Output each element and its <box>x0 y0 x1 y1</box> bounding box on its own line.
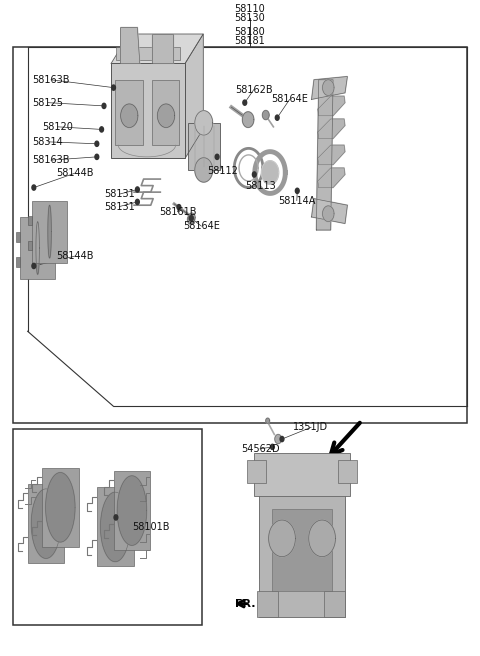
Polygon shape <box>318 145 345 165</box>
Polygon shape <box>263 110 269 119</box>
Text: 58131: 58131 <box>104 189 135 199</box>
Text: 58120: 58120 <box>42 122 73 132</box>
Bar <box>97 487 133 566</box>
Polygon shape <box>309 520 336 557</box>
Text: 58112: 58112 <box>207 166 239 176</box>
Polygon shape <box>316 80 333 230</box>
Bar <box>114 471 150 550</box>
Bar <box>33 201 67 262</box>
Polygon shape <box>266 418 270 423</box>
Polygon shape <box>243 100 247 105</box>
Polygon shape <box>275 434 281 443</box>
Text: 58113: 58113 <box>245 180 276 191</box>
Bar <box>16 257 21 266</box>
Polygon shape <box>185 34 203 158</box>
Bar <box>338 460 357 483</box>
Polygon shape <box>112 85 116 91</box>
Text: 58114A: 58114A <box>278 195 315 205</box>
Bar <box>115 80 143 145</box>
Polygon shape <box>188 215 194 224</box>
Polygon shape <box>31 489 60 558</box>
Polygon shape <box>100 127 104 132</box>
Bar <box>28 484 64 563</box>
Text: 58163B: 58163B <box>33 155 70 165</box>
Text: 58163B: 58163B <box>33 75 70 85</box>
Polygon shape <box>195 111 213 135</box>
Bar <box>273 509 332 590</box>
Text: 58110: 58110 <box>234 4 265 14</box>
Polygon shape <box>157 104 175 127</box>
Polygon shape <box>242 112 254 127</box>
Polygon shape <box>262 161 279 184</box>
Polygon shape <box>102 103 106 108</box>
Polygon shape <box>318 168 345 188</box>
Text: 58144B: 58144B <box>56 168 94 178</box>
Text: 58314: 58314 <box>33 137 63 147</box>
Polygon shape <box>252 172 256 177</box>
Polygon shape <box>95 154 99 159</box>
Bar <box>116 47 180 60</box>
Bar <box>259 457 345 617</box>
Bar <box>13 47 467 422</box>
Bar <box>188 123 220 170</box>
Polygon shape <box>32 185 36 190</box>
Text: 58131: 58131 <box>104 201 135 211</box>
Polygon shape <box>46 472 75 542</box>
Text: 1351JD: 1351JD <box>292 422 328 432</box>
Polygon shape <box>295 188 299 194</box>
Text: 58162B: 58162B <box>235 85 273 94</box>
Polygon shape <box>323 206 334 222</box>
Polygon shape <box>152 34 173 64</box>
Polygon shape <box>280 436 284 441</box>
Polygon shape <box>318 96 345 115</box>
Polygon shape <box>114 515 118 520</box>
Text: 58164E: 58164E <box>271 94 308 104</box>
Polygon shape <box>120 28 140 64</box>
Polygon shape <box>195 157 213 182</box>
Bar <box>42 468 79 547</box>
Polygon shape <box>95 141 99 146</box>
Polygon shape <box>177 205 181 210</box>
Polygon shape <box>312 199 348 224</box>
Polygon shape <box>215 154 219 159</box>
Polygon shape <box>269 520 295 557</box>
Bar <box>28 216 33 226</box>
Text: 58180: 58180 <box>234 27 265 37</box>
Text: 54562D: 54562D <box>241 444 280 454</box>
Polygon shape <box>100 492 130 562</box>
Text: 58130: 58130 <box>234 13 265 24</box>
Text: 58144B: 58144B <box>56 251 94 261</box>
Polygon shape <box>190 216 193 221</box>
Text: 58125: 58125 <box>33 98 63 108</box>
Bar <box>28 241 33 251</box>
Polygon shape <box>135 187 139 192</box>
Polygon shape <box>36 222 39 274</box>
Bar <box>13 429 202 625</box>
Polygon shape <box>48 205 51 258</box>
Text: 58161B: 58161B <box>159 207 196 216</box>
Text: 58164E: 58164E <box>183 221 220 231</box>
Bar <box>21 217 55 279</box>
Bar <box>111 64 185 158</box>
Polygon shape <box>276 115 279 120</box>
Bar <box>257 590 278 617</box>
Polygon shape <box>318 119 345 138</box>
Polygon shape <box>323 80 334 96</box>
Text: 58181: 58181 <box>234 36 265 46</box>
Text: 58101B: 58101B <box>132 522 170 532</box>
Text: FR.: FR. <box>235 599 256 609</box>
Polygon shape <box>189 213 195 222</box>
Bar <box>16 232 21 242</box>
Polygon shape <box>111 34 203 64</box>
Polygon shape <box>120 104 138 127</box>
Polygon shape <box>312 77 348 99</box>
Polygon shape <box>271 444 275 449</box>
Polygon shape <box>32 263 36 268</box>
Polygon shape <box>135 199 139 205</box>
Bar <box>152 80 180 145</box>
Polygon shape <box>117 476 146 545</box>
Bar <box>247 460 266 483</box>
Bar <box>254 453 350 496</box>
Bar <box>324 590 345 617</box>
